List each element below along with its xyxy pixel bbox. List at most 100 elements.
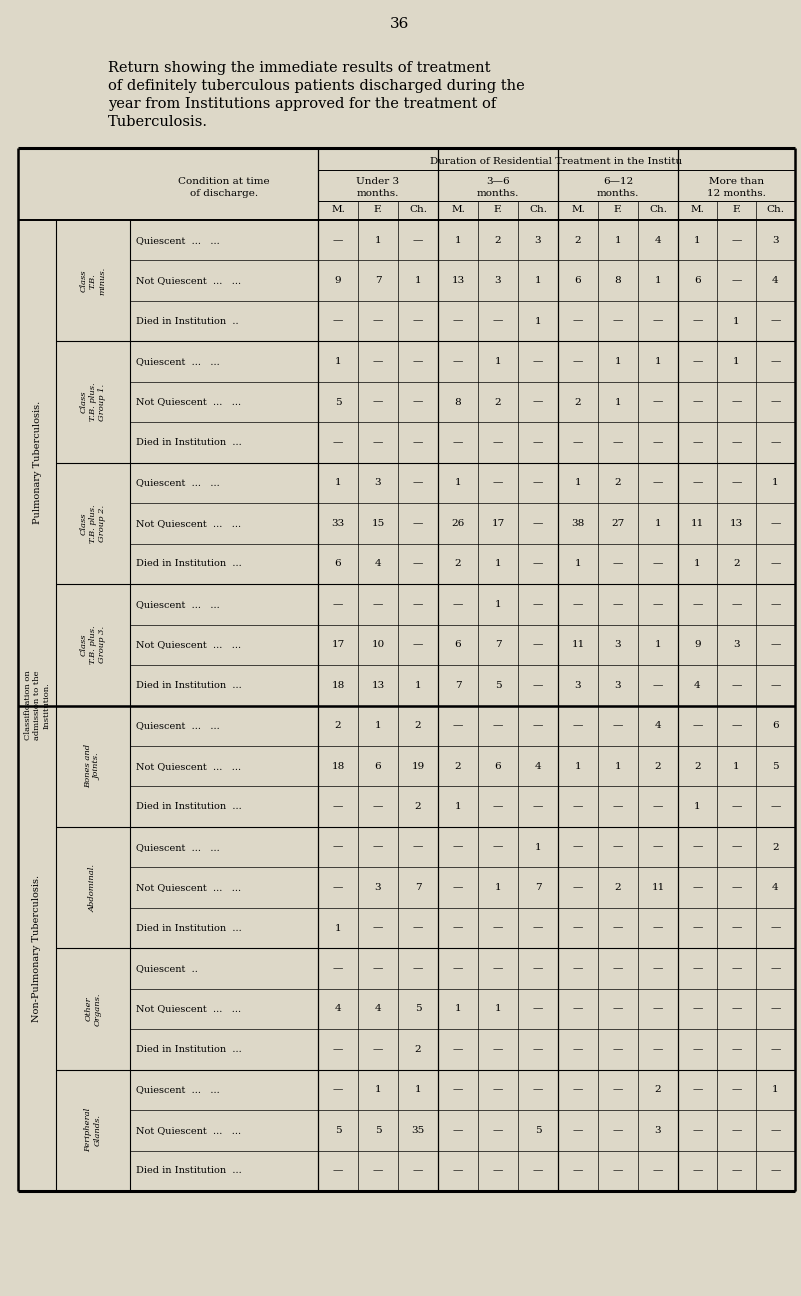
Text: M.: M. [571,206,585,215]
Text: —: — [692,398,702,407]
Text: —: — [533,600,543,609]
Text: —: — [533,802,543,811]
Text: Peripheral
Glands.: Peripheral Glands. [84,1108,102,1152]
Text: 11: 11 [571,640,585,649]
Text: 1: 1 [694,560,701,569]
Text: —: — [613,1045,623,1054]
Text: Class
T.B. plus.
Group 2.: Class T.B. plus. Group 2. [80,504,107,543]
Text: —: — [731,883,742,892]
Text: —: — [332,802,343,811]
Text: months.: months. [477,188,519,197]
Text: —: — [332,600,343,609]
Text: —: — [771,560,781,569]
Text: 6: 6 [772,722,779,730]
Text: —: — [493,924,503,933]
Text: 5: 5 [535,1126,541,1135]
Text: —: — [332,1045,343,1054]
Text: —: — [573,438,583,447]
Text: 35: 35 [412,1126,425,1135]
Text: 3: 3 [375,478,381,487]
Text: 2: 2 [415,802,421,811]
Text: —: — [692,883,702,892]
Text: —: — [493,1166,503,1175]
Text: —: — [692,924,702,933]
Text: Bones and
Joints.: Bones and Joints. [84,744,102,788]
Text: 13: 13 [452,276,465,285]
Text: 1: 1 [375,1085,381,1094]
Text: 1: 1 [455,1004,461,1013]
Text: 1: 1 [495,560,501,569]
Text: Under 3: Under 3 [356,176,400,185]
Text: Class
T.B.
minus.: Class T.B. minus. [80,267,107,294]
Text: 1: 1 [455,236,461,245]
Text: —: — [731,842,742,851]
Text: —: — [653,398,663,407]
Text: —: — [653,316,663,325]
Text: —: — [731,924,742,933]
Text: 2: 2 [733,560,740,569]
Text: 1: 1 [733,762,740,771]
Text: —: — [731,1045,742,1054]
Text: —: — [533,924,543,933]
Text: Died in Institution  ...: Died in Institution ... [136,1045,242,1054]
Text: 5: 5 [375,1126,381,1135]
Text: —: — [493,722,503,730]
Text: 7: 7 [415,883,421,892]
Text: 4: 4 [335,1004,341,1013]
Text: 8: 8 [455,398,461,407]
Text: —: — [771,640,781,649]
Text: F.: F. [493,206,502,215]
Text: —: — [731,964,742,973]
Text: Other
Organs.: Other Organs. [84,993,102,1025]
Text: —: — [573,316,583,325]
Text: —: — [493,478,503,487]
Text: —: — [413,316,423,325]
Text: —: — [332,1166,343,1175]
Text: Died in Institution  ..: Died in Institution .. [136,316,239,325]
Text: Tuberculosis.: Tuberculosis. [108,115,208,130]
Text: of definitely tuberculous patients discharged during the: of definitely tuberculous patients disch… [108,79,525,93]
Text: Died in Institution  ...: Died in Institution ... [136,680,242,689]
Text: 1: 1 [495,883,501,892]
Text: —: — [771,438,781,447]
Text: —: — [692,316,702,325]
Text: —: — [771,398,781,407]
Text: 1: 1 [574,762,582,771]
Text: —: — [613,600,623,609]
Text: —: — [731,276,742,285]
Text: —: — [493,842,503,851]
Text: 9: 9 [694,640,701,649]
Text: Ch.: Ch. [529,206,547,215]
Text: —: — [731,1166,742,1175]
Text: 6: 6 [335,560,341,569]
Text: 3: 3 [772,236,779,245]
Text: —: — [573,1166,583,1175]
Text: —: — [533,398,543,407]
Text: —: — [573,883,583,892]
Text: —: — [332,438,343,447]
Text: —: — [771,964,781,973]
Text: —: — [453,1085,463,1094]
Text: Not Quiescent  ...   ...: Not Quiescent ... ... [136,883,241,892]
Text: —: — [731,802,742,811]
Text: Not Quiescent  ...   ...: Not Quiescent ... ... [136,1126,241,1135]
Text: 7: 7 [535,883,541,892]
Text: Quiescent  ...   ...: Quiescent ... ... [136,1085,219,1094]
Text: —: — [332,883,343,892]
Text: —: — [573,924,583,933]
Text: 5: 5 [772,762,779,771]
Text: —: — [692,600,702,609]
Text: —: — [573,1126,583,1135]
Text: 1: 1 [455,802,461,811]
Text: —: — [372,924,383,933]
Text: 1: 1 [733,316,740,325]
Text: 2: 2 [574,398,582,407]
Text: 2: 2 [455,762,461,771]
Text: —: — [453,600,463,609]
Text: —: — [613,1126,623,1135]
Text: —: — [771,358,781,365]
Text: —: — [413,236,423,245]
Text: —: — [653,802,663,811]
Text: —: — [533,964,543,973]
Text: —: — [453,1045,463,1054]
